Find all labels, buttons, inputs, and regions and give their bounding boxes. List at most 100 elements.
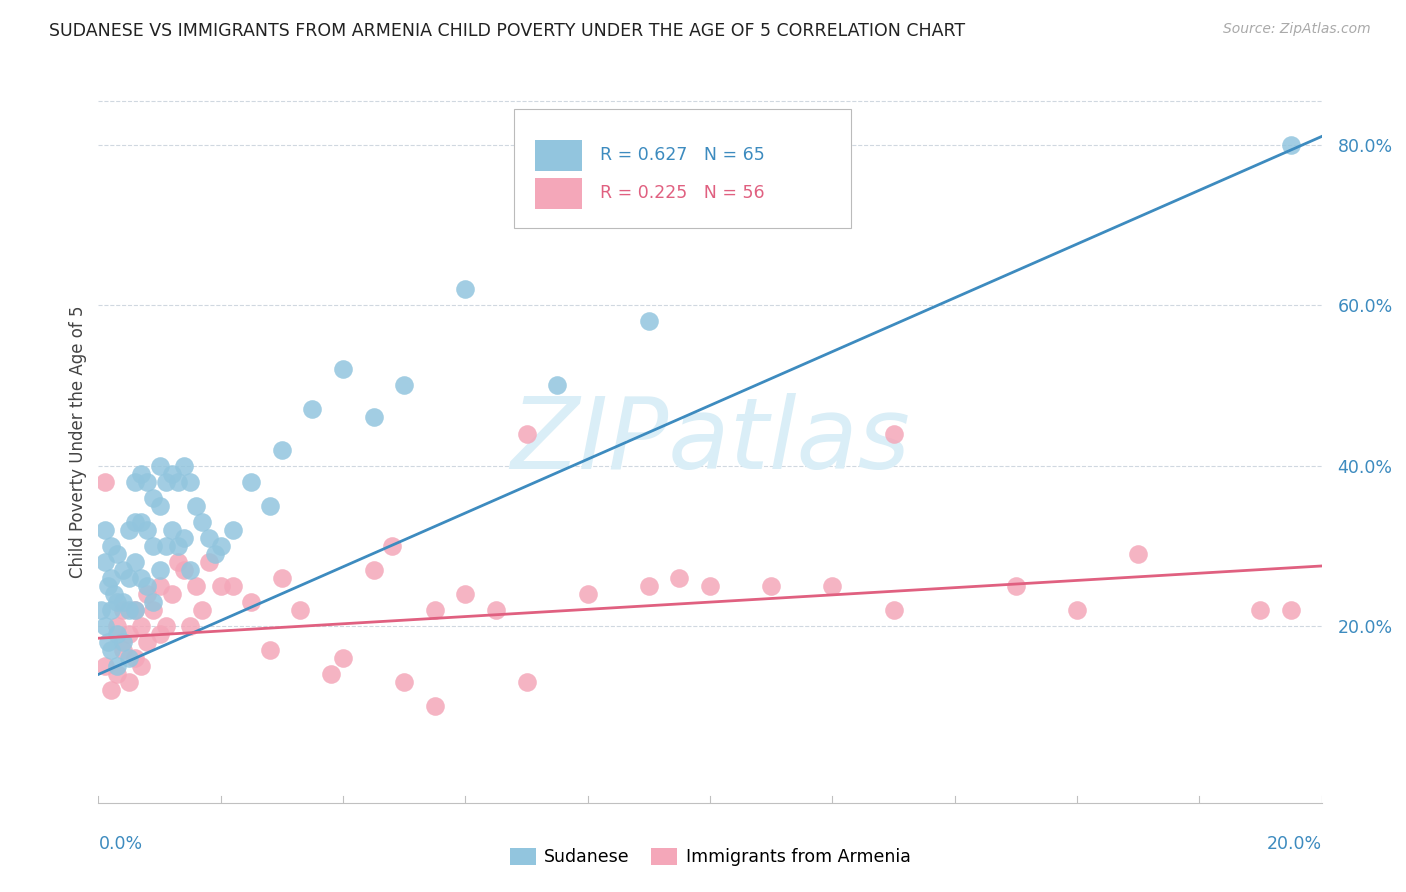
Point (142, 491, 165, 505)
Point (105, 547, 128, 561)
Point (637, 314, 661, 328)
Point (136, 475, 159, 489)
Point (111, 595, 134, 609)
Point (167, 555, 190, 569)
Point (105, 627, 128, 641)
Point (100, 571, 122, 585)
Point (637, 579, 661, 593)
Point (118, 603, 141, 617)
Point (129, 571, 152, 585)
Y-axis label: Child Poverty Under the Age of 5: Child Poverty Under the Age of 5 (69, 305, 87, 578)
Point (149, 627, 172, 641)
Point (149, 499, 172, 513)
Point (1279, 603, 1302, 617)
Point (186, 499, 208, 513)
Point (90, 603, 112, 617)
Point (290, 603, 312, 617)
Point (516, 426, 538, 441)
Point (173, 531, 195, 545)
Point (136, 635, 159, 649)
Point (209, 539, 232, 553)
Text: Source: ZipAtlas.com: Source: ZipAtlas.com (1223, 22, 1371, 37)
Point (883, 603, 905, 617)
Point (136, 523, 159, 537)
Point (124, 555, 146, 569)
Point (124, 475, 146, 489)
Text: SUDANESE VS IMMIGRANTS FROM ARMENIA CHILD POVERTY UNDER THE AGE OF 5 CORRELATION: SUDANESE VS IMMIGRANTS FROM ARMENIA CHIL… (49, 22, 966, 40)
Point (319, 667, 342, 681)
Point (129, 515, 152, 529)
Point (118, 675, 141, 690)
Text: 20.0%: 20.0% (1267, 835, 1322, 853)
Point (167, 539, 190, 553)
Point (100, 683, 122, 698)
Point (1249, 603, 1271, 617)
Point (103, 587, 125, 601)
Point (118, 571, 141, 585)
Point (129, 467, 152, 481)
Point (1004, 579, 1026, 593)
Point (392, 675, 416, 690)
Point (423, 699, 446, 714)
Point (93, 475, 115, 489)
Point (759, 579, 782, 593)
Point (129, 659, 152, 673)
Point (240, 475, 263, 489)
Point (124, 515, 146, 529)
Point (191, 515, 214, 529)
Point (149, 563, 172, 577)
Point (392, 378, 416, 392)
Point (160, 587, 183, 601)
Point (93, 619, 115, 633)
Point (209, 579, 232, 593)
Point (100, 603, 122, 617)
Text: 0.0%: 0.0% (98, 835, 142, 853)
Point (124, 603, 146, 617)
Point (160, 523, 183, 537)
Point (173, 458, 195, 473)
Point (124, 603, 146, 617)
Legend: Sudanese, Immigrants from Armenia: Sudanese, Immigrants from Armenia (509, 847, 911, 866)
Point (546, 378, 568, 392)
Point (160, 467, 183, 481)
Point (222, 579, 245, 593)
Point (93, 659, 115, 673)
Point (179, 563, 201, 577)
Point (516, 675, 538, 690)
Point (105, 619, 128, 633)
Point (155, 475, 177, 489)
Point (97, 579, 120, 593)
FancyBboxPatch shape (515, 109, 851, 228)
Point (381, 539, 404, 553)
Point (259, 643, 281, 657)
Point (173, 563, 195, 577)
Point (149, 579, 172, 593)
Point (93, 555, 115, 569)
Text: R = 0.627   N = 65: R = 0.627 N = 65 (600, 146, 765, 164)
Point (142, 539, 165, 553)
Point (821, 579, 844, 593)
Point (332, 651, 354, 665)
Point (191, 603, 214, 617)
Point (454, 587, 477, 601)
Point (97, 635, 120, 649)
Point (155, 619, 177, 633)
Point (155, 539, 177, 553)
Point (197, 555, 219, 569)
Point (118, 627, 141, 641)
Point (1128, 547, 1150, 561)
Point (111, 603, 134, 617)
Point (129, 619, 152, 633)
Point (111, 563, 134, 577)
Point (136, 579, 159, 593)
Point (105, 667, 128, 681)
Point (204, 547, 226, 561)
Point (105, 595, 128, 609)
Point (93, 523, 115, 537)
Point (270, 442, 292, 457)
Point (197, 531, 219, 545)
Point (100, 643, 122, 657)
Point (454, 282, 477, 296)
Text: ZIPatlas: ZIPatlas (510, 393, 910, 490)
Point (423, 603, 446, 617)
